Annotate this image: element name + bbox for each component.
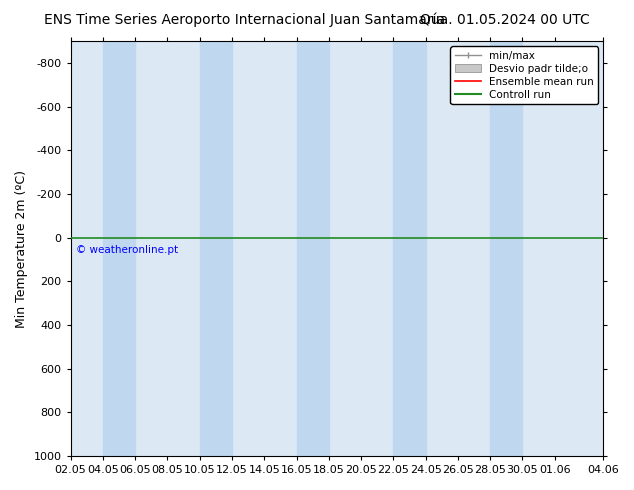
Text: Qua. 01.05.2024 00 UTC: Qua. 01.05.2024 00 UTC <box>420 12 590 26</box>
Bar <box>297 41 329 456</box>
Y-axis label: Min Temperature 2m (ºC): Min Temperature 2m (ºC) <box>15 170 28 328</box>
Bar <box>103 41 135 456</box>
Bar <box>200 41 232 456</box>
Bar <box>490 41 522 456</box>
Bar <box>393 41 425 456</box>
Text: ENS Time Series Aeroporto Internacional Juan Santamaría: ENS Time Series Aeroporto Internacional … <box>44 12 446 27</box>
Text: © weatheronline.pt: © weatheronline.pt <box>76 245 178 255</box>
Legend: min/max, Desvio padr tilde;o, Ensemble mean run, Controll run: min/max, Desvio padr tilde;o, Ensemble m… <box>451 47 598 104</box>
